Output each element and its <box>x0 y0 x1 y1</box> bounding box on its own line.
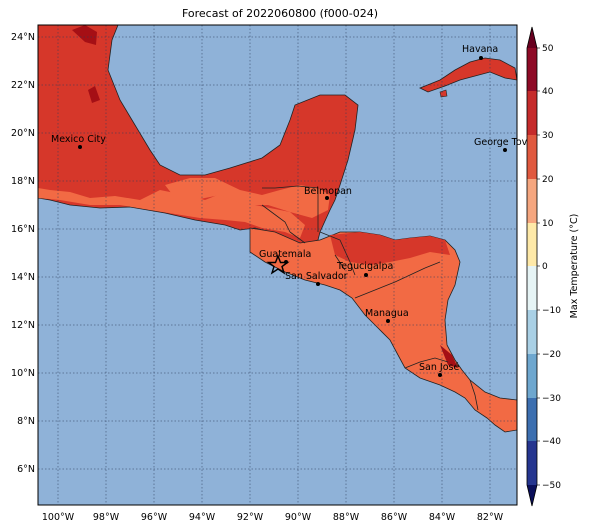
lon-label: 92°W <box>237 512 264 523</box>
lat-label: 12°N <box>11 320 35 331</box>
colorbar-segment <box>527 310 537 354</box>
map-frame <box>37 24 518 506</box>
city-label-managua: Managua <box>365 308 409 319</box>
city-label-guatemala: Guatemala <box>259 249 311 260</box>
city-dot-san-salvador <box>316 282 320 286</box>
lon-label: 90°W <box>285 512 312 523</box>
lat-label: 10°N <box>11 368 35 379</box>
colorbar-tick-label: −20 <box>542 350 561 360</box>
colorbar-segment <box>527 398 537 441</box>
gridlines <box>38 25 517 505</box>
colorbar-tick-label: −30 <box>542 394 561 404</box>
colorbar-segment <box>527 179 537 223</box>
lon-label: 98°W <box>93 512 120 523</box>
lon-label: 94°W <box>189 512 216 523</box>
colorbar-segment <box>527 48 537 91</box>
colorbar-tick-label: 50 <box>542 44 554 54</box>
city-label-belmopan: Belmopan <box>304 186 352 197</box>
colorbar-segment <box>527 223 537 266</box>
lat-label: 20°N <box>11 128 35 139</box>
colorbar-ticks <box>537 47 540 486</box>
colorbar-segment <box>527 91 537 135</box>
lat-label: 16°N <box>11 224 35 235</box>
colorbar-bottom-extend <box>527 485 537 506</box>
hot-spot-mid <box>88 86 100 103</box>
colorbar-segment <box>527 441 537 485</box>
city-markers: Havana Mexico City George Tov Belmopan G… <box>51 44 528 377</box>
lat-label: 8°N <box>17 416 35 427</box>
city-dot-havana <box>479 56 483 60</box>
honduras-hot-band <box>330 232 450 265</box>
colorbar-tick-label: 40 <box>542 87 554 97</box>
lat-label: 24°N <box>11 32 35 43</box>
lon-labels: 100°W 98°W 96°W 94°W 92°W 90°W 88°W 86°W… <box>42 512 504 523</box>
city-label-havana: Havana <box>462 44 498 55</box>
city-label-mexico-city: Mexico City <box>51 134 106 145</box>
lon-label: 82°W <box>477 512 504 523</box>
city-dot-managua <box>386 319 390 323</box>
location-star-icon <box>266 254 290 275</box>
country-borders <box>261 185 479 411</box>
colorbar-tick-label: 0 <box>542 262 548 272</box>
lat-label: 6°N <box>17 464 35 475</box>
city-dot-belmopan <box>325 196 329 200</box>
lon-label: 100°W <box>42 512 75 523</box>
lat-label: 18°N <box>11 176 35 187</box>
city-label-san-salvador: San Salvador <box>285 271 348 282</box>
colorbar-tick-label: −50 <box>542 481 561 491</box>
lon-label: 88°W <box>333 512 360 523</box>
colorbar-tick-label: 30 <box>542 131 554 141</box>
city-dot-tegucigalpa <box>364 273 368 277</box>
lat-label: 22°N <box>11 80 35 91</box>
lon-label: 86°W <box>381 512 408 523</box>
colorbar-top-extend <box>527 27 537 48</box>
hot-spot-costa-rica <box>440 345 458 368</box>
cuba-island <box>419 57 517 93</box>
colorbar-segment <box>527 135 537 179</box>
colorbar-tick-label: −10 <box>542 306 561 316</box>
land-layer <box>38 25 517 433</box>
colorbar-segment <box>527 354 537 398</box>
colorbar-label: Max Temperature (°C) <box>569 214 580 319</box>
hot-spot-north <box>72 25 97 45</box>
lon-label: 84°W <box>429 512 456 523</box>
lat-labels: 24°N 22°N 20°N 18°N 16°N 14°N 12°N 10°N … <box>11 32 35 475</box>
city-label-george-town: George Tov <box>474 137 528 148</box>
city-dot-san-jose <box>438 373 442 377</box>
colorbar-segment <box>527 266 537 310</box>
city-dot-mexico-city <box>78 145 82 149</box>
orange-region-yucatan <box>165 178 330 218</box>
city-label-tegucigalpa: Tegucigalpa <box>336 261 393 272</box>
lon-label: 96°W <box>141 512 168 523</box>
colorbar-tick-label: −40 <box>542 437 561 447</box>
central-america-landmass <box>249 227 517 433</box>
mexico-landmass <box>38 25 359 246</box>
city-dot-george-town <box>503 148 507 152</box>
colorbar: 50 40 30 20 10 0 −10 −20 −30 −40 −50 Max… <box>526 26 580 507</box>
city-label-san-jose: San José <box>419 362 459 373</box>
lat-label: 14°N <box>11 272 35 283</box>
map-title: Forecast of 2022060800 (f000-024) <box>181 7 379 20</box>
colorbar-tick-label: 20 <box>542 175 554 185</box>
colorbar-tick-label: 10 <box>542 219 554 229</box>
